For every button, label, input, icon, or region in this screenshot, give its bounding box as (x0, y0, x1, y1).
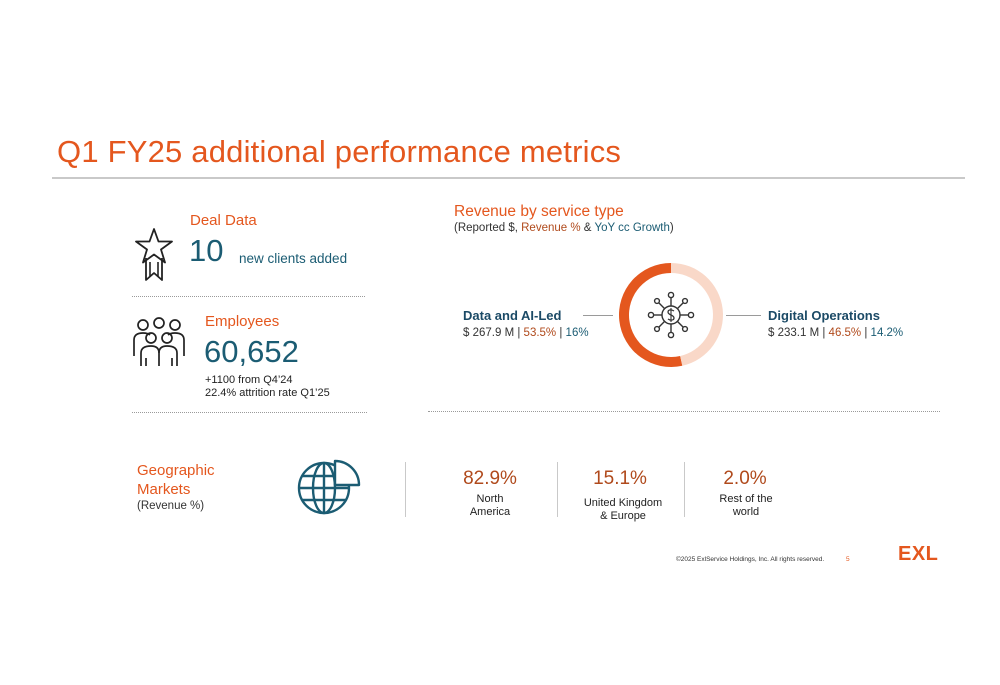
revenue-subtitle: (Reported $, Revenue % & YoY cc Growth) (454, 222, 674, 234)
geo-market-name: North America (440, 493, 540, 519)
geo-market-name-line2: & Europe (600, 510, 646, 522)
service-left-share: 53.5% (523, 327, 557, 339)
service-right-name: Digital Operations (768, 308, 880, 323)
award-icon (132, 226, 176, 289)
deal-data-label: Deal Data (190, 212, 257, 229)
geo-divider (405, 462, 406, 517)
geo-market-pct: 82.9% (463, 468, 517, 489)
deal-divider (132, 296, 365, 297)
revenue-title: Revenue by service type (454, 203, 624, 220)
geo-market-name-line2: America (469, 506, 511, 518)
geo-divider (557, 462, 558, 517)
employees-note-growth: +1100 from Q4’24 (205, 374, 293, 386)
revenue-subtitle-open: (Reported $, (454, 222, 522, 234)
geo-market-name-line1: North (476, 493, 504, 505)
separator: | (556, 327, 566, 339)
service-right-share: 46.5% (828, 327, 862, 339)
revenue-subtitle-close: ) (669, 222, 674, 234)
deal-data-caption: new clients added (239, 251, 348, 266)
service-left-name: Data and AI-Led (463, 308, 562, 323)
donut-segment-digital-ops (671, 263, 723, 366)
geo-divider (684, 462, 685, 517)
geo-market-name-line1: Rest of the (719, 493, 773, 505)
geo-market-name-line2: world (732, 506, 760, 518)
service-left-growth: 16% (565, 327, 589, 339)
geo-market-name: Rest of the world (696, 493, 796, 519)
employees-note-attrition: 22.4% attrition rate Q1’25 (205, 387, 330, 399)
geo-market-pct: 2.0% (723, 468, 767, 489)
dollar-network-icon (647, 291, 695, 339)
title-divider (52, 177, 965, 179)
revenue-divider (428, 411, 940, 412)
deal-data-value: 10 (189, 233, 224, 268)
people-icon (132, 316, 186, 373)
geo-label-sub: (Revenue %) (137, 500, 205, 512)
separator: | (819, 327, 829, 339)
right-connector-line (726, 315, 761, 316)
service-right-growth: 14.2% (870, 327, 904, 339)
page-number: 5 (846, 556, 850, 563)
service-right-amount: $ 233.1 M (768, 327, 820, 339)
service-left-amount: $ 267.9 M (463, 327, 515, 339)
employees-label: Employees (205, 313, 280, 330)
service-left-values: $ 267.9 M | 53.5% | 16% (463, 327, 589, 339)
globe-icon (297, 458, 361, 521)
geo-label: Geographic Markets (137, 461, 215, 499)
revenue-subtitle-amp: & (580, 222, 595, 234)
left-connector-line (583, 315, 613, 316)
copyright-text: ©2025 ExlService Holdings, Inc. All righ… (676, 556, 825, 563)
geo-label-line1: Geographic (137, 462, 215, 479)
service-right-values: $ 233.1 M | 46.5% | 14.2% (768, 327, 903, 339)
geo-label-line2: Markets (137, 481, 191, 498)
employees-value: 60,652 (204, 334, 299, 369)
revenue-donut (614, 262, 728, 373)
page-title: Q1 FY25 additional performance metrics (57, 134, 622, 169)
revenue-subtitle-growth: YoY cc Growth (594, 222, 670, 234)
employees-divider (132, 412, 367, 413)
exl-logo: EXL (898, 543, 939, 565)
separator: | (861, 327, 871, 339)
revenue-subtitle-share: Revenue % (521, 222, 581, 234)
geo-market-name: United Kingdom & Europe (573, 497, 673, 523)
donut-segment-data-ai (619, 263, 683, 367)
geo-market-name-line1: United Kingdom (583, 497, 663, 509)
separator: | (514, 327, 524, 339)
geo-market-pct: 15.1% (593, 468, 647, 489)
